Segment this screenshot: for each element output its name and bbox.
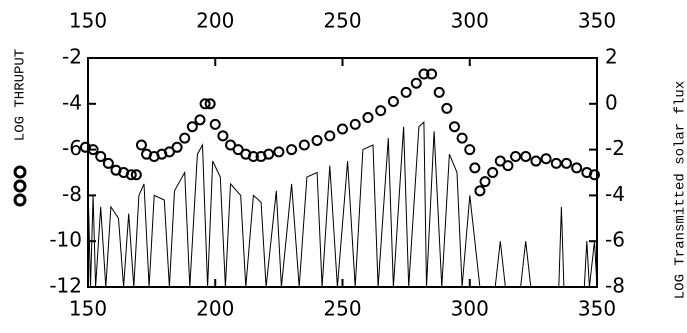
data-point bbox=[324, 130, 336, 142]
data-point bbox=[479, 176, 491, 188]
data-point bbox=[171, 141, 183, 153]
data-point bbox=[263, 148, 275, 160]
x-tick-label: 300 bbox=[451, 297, 489, 321]
data-point bbox=[456, 132, 468, 144]
data-point bbox=[102, 157, 114, 169]
data-point bbox=[232, 144, 244, 156]
data-point bbox=[186, 121, 198, 133]
y-tick-label: -8 bbox=[62, 182, 82, 206]
data-point bbox=[588, 169, 600, 181]
data-point bbox=[540, 153, 552, 165]
data-point bbox=[209, 118, 221, 130]
y2-tick-label: -8 bbox=[605, 274, 625, 298]
x-tick-label: 250 bbox=[323, 297, 361, 321]
x-tick-label-top: 200 bbox=[196, 9, 234, 33]
y-tick-label: -6 bbox=[62, 136, 82, 160]
x-tick-label-top: 350 bbox=[578, 9, 616, 33]
y-tick-label: -12 bbox=[49, 274, 82, 298]
data-point bbox=[464, 144, 476, 156]
y2-tick-label: -6 bbox=[605, 228, 625, 252]
data-point bbox=[337, 123, 348, 135]
x-tick-label: 350 bbox=[578, 297, 616, 321]
y-tick-label: -4 bbox=[62, 90, 82, 114]
data-point bbox=[571, 162, 583, 174]
data-point bbox=[247, 150, 259, 162]
y2-axis-label: LOG Transmitted solar flux bbox=[673, 81, 687, 299]
data-point bbox=[400, 86, 412, 98]
y-axis-label: LOG THRUPUT bbox=[13, 49, 29, 141]
x-tick-label: 150 bbox=[69, 297, 107, 321]
data-point bbox=[469, 162, 481, 174]
data-point bbox=[87, 144, 99, 156]
data-point bbox=[487, 167, 499, 178]
data-point bbox=[286, 144, 298, 156]
data-point bbox=[410, 77, 422, 89]
data-point bbox=[204, 98, 216, 110]
data-point bbox=[95, 150, 107, 162]
data-point bbox=[163, 146, 175, 158]
data-point bbox=[273, 146, 285, 158]
data-point bbox=[418, 68, 430, 80]
data-point bbox=[217, 130, 229, 142]
data-point bbox=[362, 112, 374, 124]
data-point bbox=[530, 155, 542, 167]
data-point bbox=[130, 169, 142, 181]
x-tick-label: 200 bbox=[196, 297, 234, 321]
data-point bbox=[387, 96, 399, 108]
x-tick-label-top: 300 bbox=[451, 9, 489, 33]
data-point bbox=[474, 185, 486, 197]
data-point bbox=[494, 155, 506, 167]
data-point bbox=[448, 121, 460, 133]
x-tick-label-top: 250 bbox=[323, 9, 361, 33]
y2-tick-label: -4 bbox=[605, 182, 625, 206]
data-point bbox=[441, 102, 453, 114]
data-point bbox=[550, 157, 562, 169]
y2-tick-label: -2 bbox=[605, 136, 625, 160]
data-point bbox=[510, 150, 522, 162]
data-point bbox=[298, 139, 310, 151]
data-point bbox=[199, 98, 211, 110]
data-point bbox=[179, 132, 191, 144]
y2-tick-label: 2 bbox=[605, 45, 618, 69]
legend-symbol bbox=[13, 165, 27, 207]
data-point bbox=[433, 86, 445, 98]
data-point bbox=[225, 139, 237, 151]
y-tick-label: -10 bbox=[49, 228, 82, 252]
data-point bbox=[311, 134, 323, 146]
data-point bbox=[125, 169, 137, 181]
y-tick-label: -2 bbox=[62, 45, 82, 69]
data-point bbox=[194, 114, 206, 126]
data-point bbox=[135, 139, 147, 151]
flux-line bbox=[87, 120, 598, 288]
data-point bbox=[560, 157, 572, 169]
data-point bbox=[520, 150, 532, 162]
data-point bbox=[502, 160, 514, 172]
plot-frame bbox=[87, 57, 598, 288]
data-point bbox=[426, 68, 438, 80]
x-tick-label-top: 150 bbox=[69, 9, 107, 33]
data-point bbox=[375, 105, 387, 117]
data-point bbox=[349, 118, 361, 130]
y2-tick-label: 0 bbox=[605, 90, 618, 114]
